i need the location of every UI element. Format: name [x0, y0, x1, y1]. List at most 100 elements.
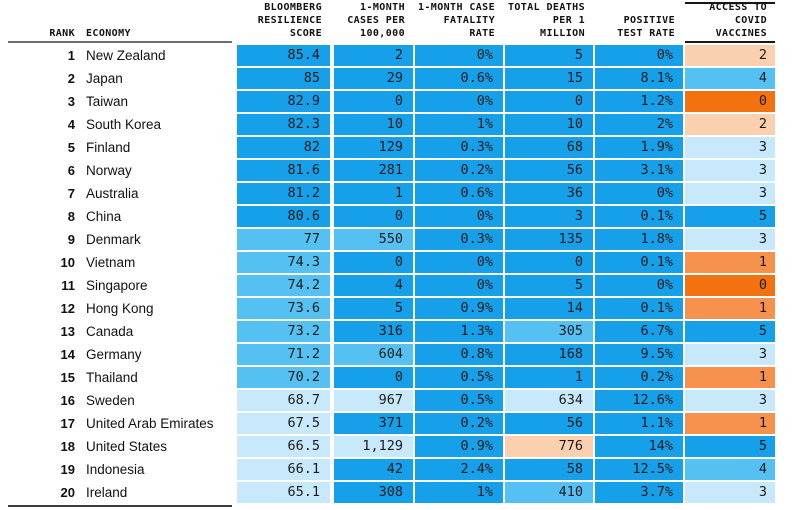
- rank-cell: 11: [61, 278, 75, 293]
- deaths-cell: 5: [505, 45, 593, 66]
- economy-cell: China: [86, 209, 122, 224]
- vaccine-access-cell: 3: [685, 183, 775, 204]
- positive-test-cell: 1.1%: [595, 413, 683, 434]
- table-row: 5 Finland 82 129 0.3% 68 1.9% 3: [0, 137, 805, 158]
- positive-test-cell: 3.1%: [595, 160, 683, 181]
- column-header-positive-rate: POSITIVE TEST RATE: [617, 15, 675, 39]
- score-cell: 71.2: [237, 344, 330, 365]
- table-row: 2 Japan 85 29 0.6% 15 8.1% 4: [0, 68, 805, 89]
- rank-cell: 19: [60, 462, 75, 477]
- fatality-cell: 0%: [415, 91, 503, 112]
- score-cell: 65.1: [237, 482, 330, 503]
- deaths-cell: 634: [505, 390, 593, 411]
- rank-cell: 7: [67, 186, 75, 201]
- economy-cell: Ireland: [86, 485, 128, 500]
- table-row: 10 Vietnam 74.3 0 0% 0 0.1% 1: [0, 252, 805, 273]
- cases-cell: 10: [334, 114, 413, 135]
- economy-cell: Japan: [86, 71, 123, 86]
- rank-cell: 18: [60, 439, 75, 454]
- cases-cell: 1: [334, 183, 413, 204]
- score-cell: 73.6: [237, 298, 330, 319]
- economy-cell: Hong Kong: [86, 301, 154, 316]
- vaccine-access-cell: 1: [685, 367, 775, 388]
- deaths-cell: 305: [505, 321, 593, 342]
- cases-cell: 0: [334, 367, 413, 388]
- economy-cell: Australia: [86, 186, 139, 201]
- table-row: 20 Ireland 65.1 308 1% 410 3.7% 3: [0, 482, 805, 503]
- economy-cell: Thailand: [86, 370, 138, 385]
- fatality-cell: 1%: [415, 482, 503, 503]
- score-cell: 67.5: [237, 413, 330, 434]
- positive-test-cell: 0.2%: [595, 367, 683, 388]
- table-row: 4 South Korea 82.3 10 1% 10 2% 2: [0, 114, 805, 135]
- vaccine-access-cell: 5: [685, 436, 775, 457]
- positive-test-cell: 2%: [595, 114, 683, 135]
- score-cell: 68.7: [237, 390, 330, 411]
- column-header-deaths: TOTAL DEATHS PER 1 MILLION: [507, 2, 585, 39]
- economy-cell: Norway: [86, 163, 132, 178]
- positive-test-cell: 12.6%: [595, 390, 683, 411]
- score-cell: 66.5: [237, 436, 330, 457]
- vaccine-access-cell: 4: [685, 68, 775, 89]
- economy-cell: Indonesia: [86, 462, 145, 477]
- table-rule-bottom: [8, 505, 232, 507]
- fatality-cell: 1.3%: [415, 321, 503, 342]
- score-cell: 85.4: [237, 45, 330, 66]
- rank-cell: 20: [60, 485, 75, 500]
- score-cell: 73.2: [237, 321, 330, 342]
- access-column-rule-bottom: [685, 41, 775, 43]
- fatality-cell: 0.6%: [415, 183, 503, 204]
- table-row: 9 Denmark 77 550 0.3% 135 1.8% 3: [0, 229, 805, 250]
- vaccine-access-cell: 3: [685, 344, 775, 365]
- table-row: 8 China 80.6 0 0% 3 0.1% 5: [0, 206, 805, 227]
- score-cell: 74.3: [237, 252, 330, 273]
- economy-cell: United States: [86, 439, 168, 454]
- cases-cell: 316: [334, 321, 413, 342]
- deaths-cell: 776: [505, 436, 593, 457]
- fatality-cell: 0.8%: [415, 344, 503, 365]
- cases-cell: 0: [334, 206, 413, 227]
- rank-cell: 13: [60, 324, 75, 339]
- rank-cell: 3: [67, 94, 75, 109]
- cases-cell: 5: [334, 298, 413, 319]
- rank-cell: 2: [67, 71, 75, 86]
- score-cell: 74.2: [237, 275, 330, 296]
- economy-cell: Germany: [86, 347, 142, 362]
- vaccine-access-cell: 0: [685, 275, 775, 296]
- deaths-cell: 1: [505, 367, 593, 388]
- column-header-vaccine-access: ACCESS TO COVID VACCINES: [709, 2, 767, 39]
- table-row: 11 Singapore 74.2 4 0% 5 0% 0: [0, 275, 805, 296]
- score-cell: 70.2: [237, 367, 330, 388]
- column-header-score: BLOOMBERG RESILIENCE SCORE: [257, 2, 322, 39]
- fatality-cell: 0.2%: [415, 413, 503, 434]
- positive-test-cell: 8.1%: [595, 68, 683, 89]
- column-header-rank: RANK: [49, 28, 75, 39]
- rank-cell: 1: [67, 48, 75, 63]
- fatality-cell: 0%: [415, 45, 503, 66]
- score-cell: 82.3: [237, 114, 330, 135]
- positive-test-cell: 6.7%: [595, 321, 683, 342]
- column-header-fatality: 1-MONTH CASE FATALITY RATE: [417, 2, 495, 39]
- fatality-cell: 0.3%: [415, 137, 503, 158]
- score-cell: 82.9: [237, 91, 330, 112]
- score-cell: 82: [237, 137, 330, 158]
- score-cell: 81.6: [237, 160, 330, 181]
- positive-test-cell: 0%: [595, 45, 683, 66]
- table-row: 12 Hong Kong 73.6 5 0.9% 14 0.1% 1: [0, 298, 805, 319]
- cases-cell: 550: [334, 229, 413, 250]
- deaths-cell: 15: [505, 68, 593, 89]
- table-body: 1 New Zealand 85.4 2 0% 5 0% 2 2 Japan 85 29 0.6% 15 8…: [0, 45, 805, 505]
- deaths-cell: 0: [505, 252, 593, 273]
- deaths-cell: 168: [505, 344, 593, 365]
- fatality-cell: 0.9%: [415, 298, 503, 319]
- vaccine-access-cell: 2: [685, 45, 775, 66]
- deaths-cell: 58: [505, 459, 593, 480]
- vaccine-access-cell: 3: [685, 229, 775, 250]
- vaccine-access-cell: 3: [685, 390, 775, 411]
- fatality-cell: 0%: [415, 275, 503, 296]
- vaccine-access-cell: 3: [685, 160, 775, 181]
- table-row: 14 Germany 71.2 604 0.8% 168 9.5% 3: [0, 344, 805, 365]
- vaccine-access-cell: 2: [685, 114, 775, 135]
- cases-cell: 42: [334, 459, 413, 480]
